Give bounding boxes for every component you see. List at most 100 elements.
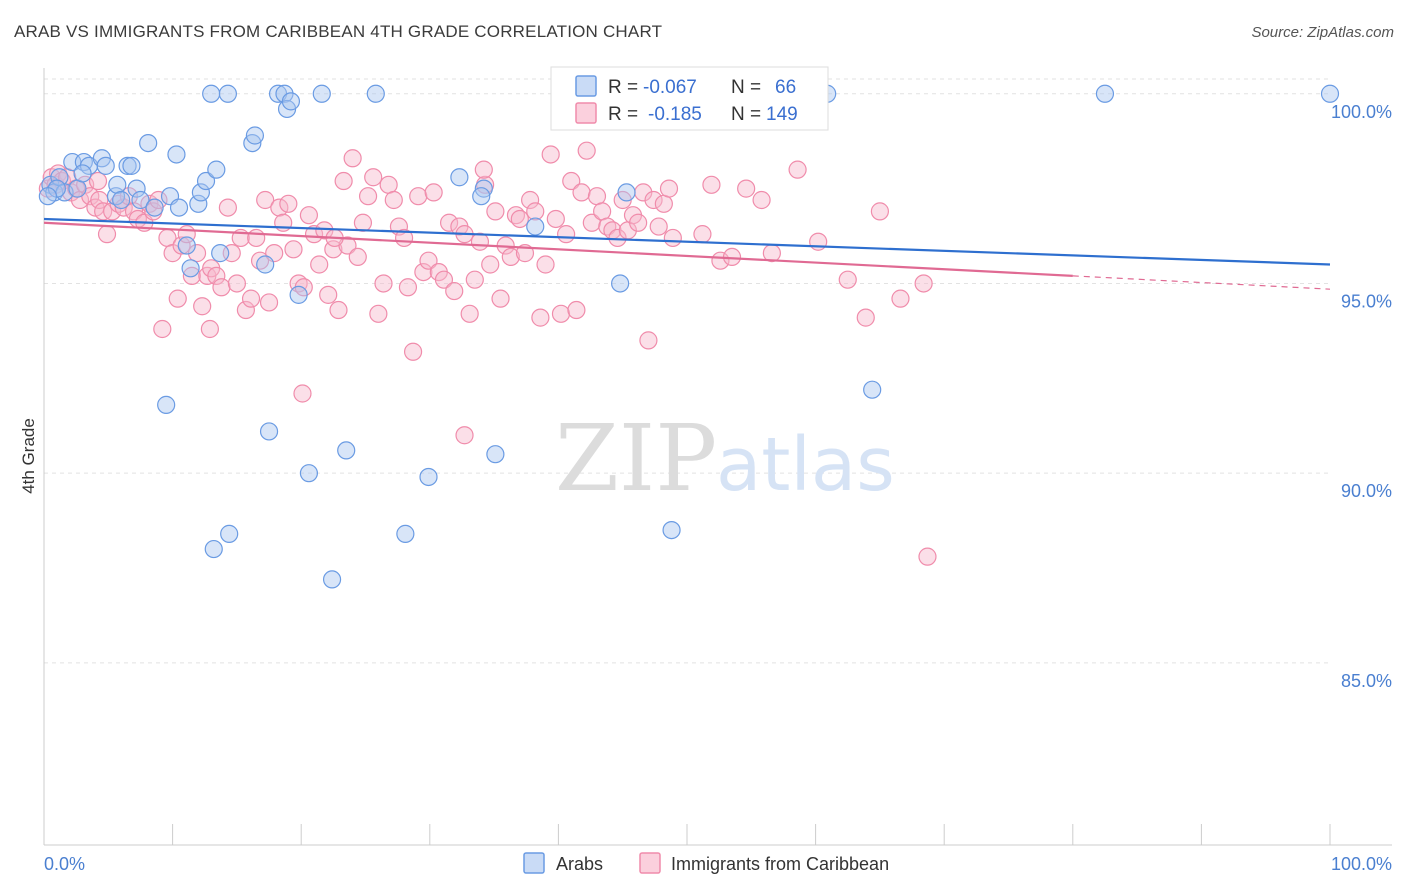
legend-swatch-arabs [575, 75, 597, 97]
data-point [1320, 84, 1340, 103]
data-point [259, 293, 279, 312]
data-point [863, 380, 882, 399]
data-point [299, 464, 319, 483]
data-point [38, 187, 57, 206]
data-point [182, 266, 201, 285]
data-point [737, 179, 756, 198]
legend-r-label-caribbean: R = [608, 104, 638, 125]
data-point [315, 221, 334, 240]
data-point [73, 164, 92, 183]
data-point [374, 274, 393, 293]
data-point [856, 308, 875, 327]
data-point [369, 304, 388, 323]
data-point [227, 274, 246, 293]
data-point [450, 168, 469, 187]
data-point [284, 240, 303, 259]
trend-lines [43, 217, 1331, 290]
data-point [334, 171, 353, 191]
data-point [593, 202, 612, 221]
data-point [752, 190, 771, 210]
bottom-legend-swatch-caribbean [639, 852, 661, 874]
data-point [207, 160, 226, 179]
data-point [409, 187, 428, 206]
data-point [577, 141, 596, 160]
data-point [398, 278, 418, 297]
data-point [204, 539, 223, 559]
data-point [299, 206, 319, 225]
grid-lines [44, 78, 1330, 664]
data-point [96, 156, 115, 175]
data-point [247, 228, 266, 248]
legend-r-value-caribbean: -0.185 [648, 104, 702, 125]
legend-top: R = -0.067 N = 66 R = -0.185 N = 149 [550, 66, 829, 131]
data-point [663, 228, 682, 248]
data-point [167, 145, 186, 164]
data-point [68, 179, 87, 198]
data-point [281, 92, 301, 111]
data-point [474, 160, 493, 179]
data-point [572, 183, 591, 202]
y-tick-label: 90.0% [1341, 481, 1392, 501]
data-point [270, 198, 289, 217]
data-point [211, 244, 230, 263]
data-point [304, 225, 324, 244]
data-point [536, 255, 555, 274]
data-point [191, 183, 210, 202]
legend-r-label-arabs: R = [608, 77, 638, 98]
data-point [202, 84, 221, 103]
data-point [470, 232, 490, 251]
data-point [218, 84, 237, 103]
data-point [460, 304, 479, 323]
caribbean-points [38, 141, 937, 566]
data-point [139, 133, 158, 153]
data-point [526, 202, 545, 221]
data-point [521, 190, 540, 210]
y-tick-label: 100.0% [1331, 102, 1392, 122]
data-point [218, 198, 237, 217]
data-point [259, 422, 279, 441]
data-point [531, 308, 550, 327]
data-point [177, 236, 196, 255]
trend-line-caribbean [43, 221, 1073, 277]
data-point [181, 259, 200, 278]
data-point [337, 441, 356, 460]
data-point [358, 187, 378, 206]
data-point [644, 190, 663, 210]
data-point [526, 217, 545, 236]
data-point [891, 289, 910, 308]
data-point [88, 171, 108, 191]
data-point [256, 190, 275, 210]
data-point [189, 194, 208, 213]
trend-line-arabs [43, 217, 1331, 266]
legend-bottom: Arabs Immigrants from Caribbean [523, 852, 889, 874]
legend-swatch-caribbean [575, 102, 597, 124]
legend-n-value-caribbean: 149 [766, 104, 798, 125]
y-axis-label: 4th Grade [19, 418, 38, 494]
trend-line-caribbean-extension [1072, 275, 1331, 290]
data-point [364, 168, 383, 187]
legend-n-label-caribbean: N = [731, 104, 761, 125]
data-point [918, 547, 937, 566]
data-point [145, 198, 164, 217]
data-point [662, 520, 681, 540]
data-point [434, 270, 454, 289]
watermark: ZIP atlas [555, 405, 895, 512]
data-point [567, 300, 586, 320]
data-point [439, 213, 459, 232]
arabs-points [38, 84, 1340, 589]
data-point [465, 270, 484, 289]
data-point [168, 289, 187, 308]
legend-n-label-arabs: N = [731, 77, 761, 98]
data-point [914, 274, 933, 293]
data-point [403, 342, 423, 361]
y-tick-label: 95.0% [1341, 291, 1392, 311]
data-point [557, 225, 576, 244]
data-point [639, 331, 658, 350]
data-point [481, 255, 500, 274]
data-point [366, 84, 385, 103]
data-point [472, 187, 491, 206]
x-tick-label-min: 0.0% [44, 854, 85, 874]
data-point [838, 270, 857, 289]
data-point [419, 251, 438, 270]
axes [43, 68, 1392, 846]
